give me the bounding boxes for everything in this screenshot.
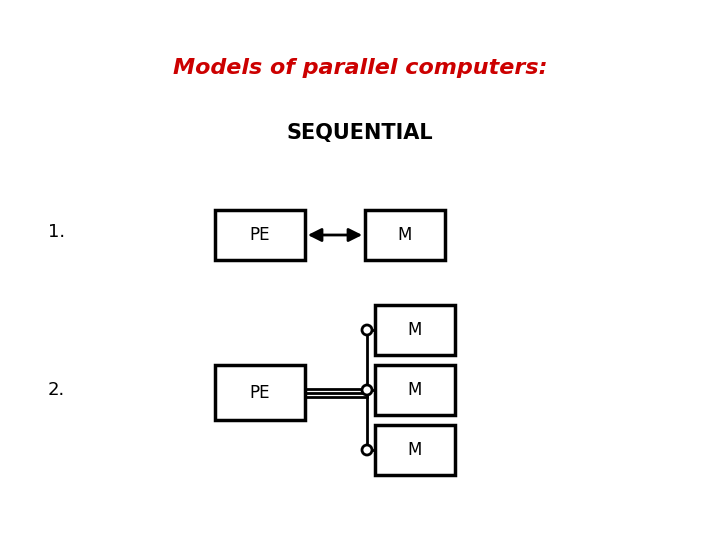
Bar — [375, 425, 455, 475]
Text: M: M — [408, 381, 422, 399]
Bar — [375, 365, 455, 415]
Text: 2.: 2. — [48, 381, 66, 399]
Text: SEQUENTIAL: SEQUENTIAL — [287, 123, 433, 143]
Text: M: M — [398, 226, 412, 244]
Bar — [215, 365, 305, 420]
Text: PE: PE — [250, 383, 270, 402]
Text: M: M — [408, 321, 422, 339]
Bar — [375, 305, 455, 355]
Circle shape — [362, 325, 372, 335]
Text: M: M — [408, 441, 422, 459]
Bar — [365, 210, 445, 260]
Text: Models of parallel computers:: Models of parallel computers: — [173, 58, 547, 78]
Circle shape — [362, 385, 372, 395]
Text: 1.: 1. — [48, 223, 65, 241]
Text: PE: PE — [250, 226, 270, 244]
Circle shape — [362, 445, 372, 455]
Bar — [215, 210, 305, 260]
